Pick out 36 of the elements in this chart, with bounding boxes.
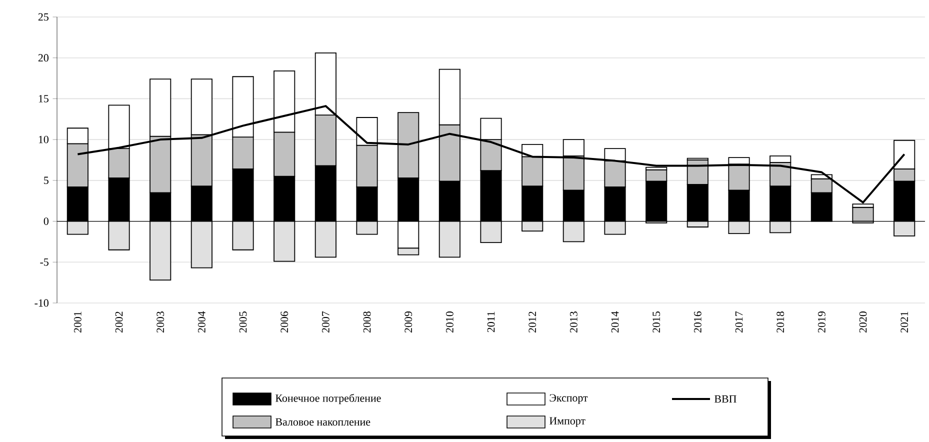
- x-tick-label: 2007: [322, 311, 330, 333]
- x-tick-label: 2021: [900, 312, 908, 333]
- x-tick-label: 2018: [776, 312, 784, 333]
- x-tick-label: 2001: [74, 312, 82, 333]
- y-tick-label: 25: [38, 13, 48, 21]
- x-tick-label: 2013: [570, 312, 578, 333]
- y-tick-label: -5: [40, 258, 48, 266]
- y-tick-label: -10: [34, 299, 48, 307]
- legend-label: Импорт: [550, 417, 586, 427]
- x-tick-label: 2020: [859, 312, 867, 333]
- bar: [852, 206, 874, 222]
- x-tick-label: 2011: [487, 312, 495, 332]
- x-tick-label: 2008: [363, 312, 371, 333]
- legend-label: Экспорт: [550, 394, 588, 404]
- legend-label: ВВП: [714, 395, 736, 403]
- x-tick-label: 2016: [694, 311, 702, 333]
- x-tick-label: 2002: [115, 312, 123, 333]
- legend-label: Конечное потребление: [276, 394, 381, 404]
- x-tick-label: 2019: [818, 312, 826, 333]
- x-tick-label: 2012: [528, 312, 536, 333]
- bar: [728, 157, 750, 165]
- x-tick-label: 2005: [239, 312, 247, 333]
- y-tick-label: 5: [44, 176, 48, 184]
- y-tick-label: 10: [38, 136, 48, 144]
- legend-label: Валовое накопление: [276, 418, 370, 426]
- x-tick-label: 2006: [280, 311, 288, 333]
- x-tick-label: 2003: [156, 312, 164, 333]
- y-tick-label: 0: [44, 218, 48, 225]
- y-tick-label: 15: [38, 95, 48, 102]
- y-tick-label: 20: [38, 54, 48, 62]
- x-tick-label: 2010: [446, 312, 454, 333]
- x-tick-label: 2014: [611, 311, 619, 333]
- x-tick-label: 2017: [735, 311, 743, 333]
- x-tick-label: 2009: [404, 312, 412, 333]
- x-tick-label: 2004: [198, 311, 206, 333]
- x-tick-label: 2015: [652, 312, 660, 333]
